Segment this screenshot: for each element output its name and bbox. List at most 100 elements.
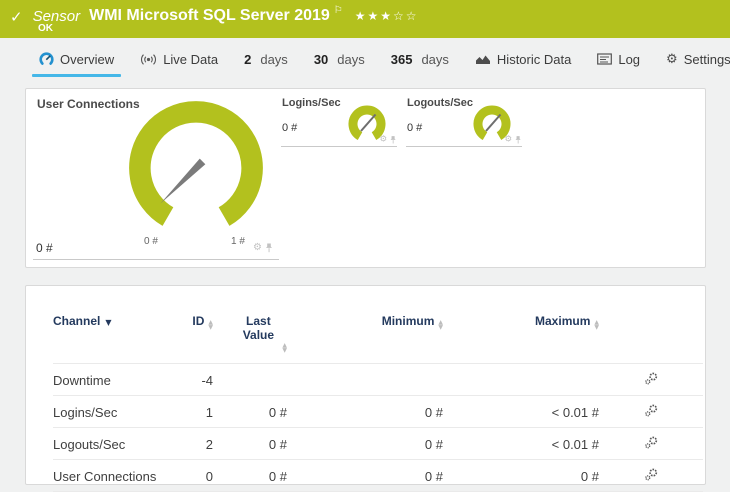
channel-table: Channel ID Last Value Minimum Maximum — [53, 308, 703, 492]
tab-live-data[interactable]: Live Data — [127, 38, 231, 80]
tab-number: 30 — [313, 51, 329, 67]
sensor-name: WMI Microsoft SQL Server 2019 — [89, 7, 330, 24]
tab-label: days — [337, 51, 365, 67]
tab-overview[interactable]: Overview — [26, 38, 127, 80]
header-last-value[interactable]: Last Value — [213, 308, 287, 364]
channel-settings-icon[interactable] — [644, 435, 659, 450]
channels-panel: Channel ID Last Value Minimum Maximum — [25, 285, 706, 492]
sensor-kind-label: Sensor — [32, 8, 81, 25]
header-maximum[interactable]: Maximum — [443, 308, 599, 364]
gauge-widget-actions: ⚙ — [504, 135, 521, 144]
sort-icon — [208, 320, 213, 330]
gauge-max-label: 1 # — [231, 236, 245, 247]
tab-label: Historic Data — [496, 51, 572, 67]
channel-minimum — [287, 364, 443, 396]
tab-label: Settings — [683, 51, 730, 67]
flag-icon[interactable]: ⚐ — [333, 5, 343, 16]
gear-icon[interactable]: ⚙ — [253, 242, 262, 253]
sort-icon — [282, 343, 287, 353]
priority-stars[interactable]: ★★★☆☆ — [354, 9, 419, 23]
channel-settings-icon[interactable] — [644, 467, 659, 482]
tab-2-days[interactable]: 2 days — [231, 38, 301, 80]
channel-name: Logouts/Sec — [53, 436, 126, 452]
gear-icon: ⚙ — [666, 51, 678, 67]
tab-30-days[interactable]: 30 days — [301, 38, 378, 80]
primary-gauge-title: User Connections — [37, 97, 140, 111]
table-header-row: Channel ID Last Value Minimum Maximum — [53, 308, 703, 364]
gear-icon[interactable]: ⚙ — [504, 134, 513, 145]
logins-gauge[interactable] — [344, 102, 390, 148]
header-channel[interactable]: Channel — [53, 308, 168, 364]
channel-last-value: 0 # — [268, 404, 287, 420]
status-badge: OK — [38, 23, 53, 34]
logins-gauge-title: Logins/Sec — [282, 97, 341, 109]
tab-log[interactable]: Log — [584, 38, 653, 80]
channel-settings-icon[interactable] — [644, 371, 659, 386]
header-label: ID — [192, 314, 205, 328]
header-actions — [599, 308, 703, 364]
channel-maximum — [443, 364, 599, 396]
header-label: Channel — [53, 314, 101, 328]
table-row-downtime: Downtime -4 — [53, 363, 703, 396]
table-row-logouts: Logouts/Sec 2 0 # 0 # < 0.01 # — [53, 427, 703, 460]
table-row-logins: Logins/Sec 1 0 # 0 # < 0.01 # — [53, 395, 703, 428]
primary-gauge-value: 0 # — [36, 241, 53, 255]
channel-id: 0 — [205, 468, 213, 484]
tab-historic-data[interactable]: Historic Data — [462, 38, 584, 80]
header-label: Maximum — [535, 314, 591, 328]
user-connections-gauge[interactable] — [121, 95, 271, 240]
channel-maximum: 0 # — [580, 468, 599, 484]
log-icon — [597, 53, 613, 65]
header-id[interactable]: ID — [168, 308, 213, 364]
broadcast-icon — [141, 53, 157, 65]
area-chart-icon — [475, 55, 490, 64]
logouts-gauge-title: Logouts/Sec — [407, 97, 474, 109]
tab-number: 2 — [244, 51, 252, 67]
channel-name: Downtime — [53, 372, 111, 388]
channel-minimum: 0 # — [424, 436, 443, 452]
logins-gauge-value: 0 # — [282, 122, 298, 134]
tab-label: Log — [618, 51, 641, 67]
tab-settings[interactable]: ⚙ Settings — [653, 38, 730, 80]
channel-last-value — [213, 364, 287, 396]
channel-name: Logins/Sec — [53, 404, 118, 420]
tab-bar: Overview Live Data 2 days 30 days 365 da… — [0, 38, 730, 80]
tab-label: Overview — [60, 51, 115, 67]
header-label: Minimum — [381, 314, 435, 328]
gauge-widget-actions: ⚙ — [253, 242, 273, 253]
channel-minimum: 0 # — [424, 404, 443, 420]
tab-label: Live Data — [163, 51, 219, 67]
pin-icon[interactable] — [390, 135, 397, 144]
sort-icon — [438, 320, 443, 330]
channel-maximum: < 0.01 # — [551, 404, 599, 420]
pin-icon[interactable] — [515, 135, 522, 144]
channel-name: User Connections — [53, 468, 157, 484]
channel-last-value: 0 # — [268, 468, 287, 484]
channel-settings-icon[interactable] — [644, 403, 659, 418]
sort-icon — [594, 320, 599, 330]
tab-label: days — [421, 51, 449, 67]
tab-365-days[interactable]: 365 days — [378, 38, 462, 80]
gauge-icon — [39, 51, 54, 65]
channel-last-value: 0 # — [268, 436, 287, 452]
tab-number: 365 — [390, 51, 413, 67]
gauge-widget-actions: ⚙ — [379, 135, 396, 144]
widget-divider — [33, 259, 279, 260]
tab-label: days — [260, 51, 288, 67]
gauge-min-label: 0 # — [144, 236, 158, 247]
pin-icon[interactable] — [265, 243, 273, 253]
channel-id: 2 — [205, 436, 213, 452]
channel-id: 1 — [205, 404, 213, 420]
header-minimum[interactable]: Minimum — [287, 308, 443, 364]
sort-desc-icon — [105, 318, 111, 327]
ok-check-icon: ✓ — [10, 8, 23, 26]
gear-icon[interactable]: ⚙ — [379, 134, 388, 145]
channel-minimum: 0 # — [424, 468, 443, 484]
header-label: Last Value — [242, 314, 275, 342]
logouts-gauge-value: 0 # — [407, 122, 423, 134]
channel-id: -4 — [201, 372, 213, 388]
gauges-panel: User Connections 0 # 1 # 0 # ⚙ Logins/Se… — [25, 88, 706, 268]
channel-maximum: < 0.01 # — [551, 436, 599, 452]
table-row-user-connections: User Connections 0 0 # 0 # 0 # — [53, 459, 703, 492]
logouts-gauge[interactable] — [469, 102, 515, 148]
